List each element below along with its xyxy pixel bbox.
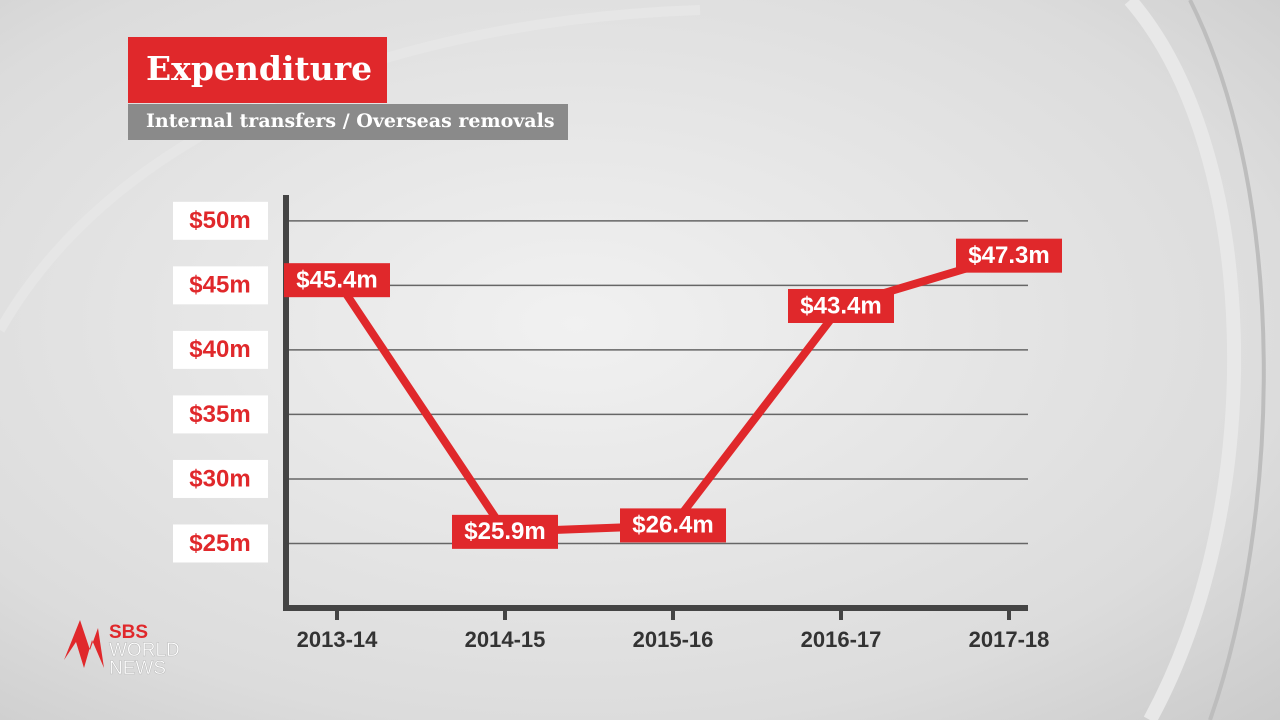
x-tick-label: 2015-16 xyxy=(633,627,714,652)
background-arc xyxy=(1188,0,1266,720)
value-label: $45.4m xyxy=(296,267,377,294)
y-tick-label: $40m xyxy=(189,336,250,363)
y-tick-box xyxy=(173,524,268,563)
chart-title: Expenditure xyxy=(146,49,372,88)
y-tick-label: $35m xyxy=(189,401,250,428)
y-tick-label: $30m xyxy=(189,465,250,492)
logo-text: SBS xyxy=(109,622,148,643)
subtitle-box xyxy=(128,104,568,140)
value-label-box xyxy=(620,508,726,543)
y-tick-box xyxy=(173,395,268,434)
logo-icon xyxy=(64,620,104,668)
value-label-box xyxy=(956,238,1062,273)
value-label: $43.4m xyxy=(800,292,881,319)
logo-text: WORLD xyxy=(109,640,180,661)
axis xyxy=(283,195,1028,611)
x-tick-label: 2014-15 xyxy=(465,627,546,652)
y-tick-label: $25m xyxy=(189,530,250,557)
y-tick-label: $45m xyxy=(189,272,250,299)
logo-text: NEWS xyxy=(109,658,166,679)
y-tick-box xyxy=(173,201,268,240)
y-tick-box xyxy=(173,330,268,369)
logo: SBS WORLD NEWS xyxy=(64,620,180,679)
y-tick-box xyxy=(173,459,268,498)
x-tick-label: 2016-17 xyxy=(801,627,882,652)
value-label: $26.4m xyxy=(632,512,713,539)
y-tick-box xyxy=(173,266,268,305)
x-tick-label: 2013-14 xyxy=(297,627,379,652)
value-label: $47.3m xyxy=(968,242,1049,269)
value-label: $25.9m xyxy=(464,518,545,545)
value-label-box xyxy=(452,514,558,549)
chart-subtitle: Internal transfers / Overseas removals xyxy=(146,110,555,132)
value-label-box xyxy=(284,263,390,298)
title-box xyxy=(128,37,387,103)
x-tick-label: 2017-18 xyxy=(969,627,1050,652)
background-arc xyxy=(1124,0,1242,720)
value-label-box xyxy=(788,288,894,323)
y-tick-label: $50m xyxy=(189,207,250,234)
